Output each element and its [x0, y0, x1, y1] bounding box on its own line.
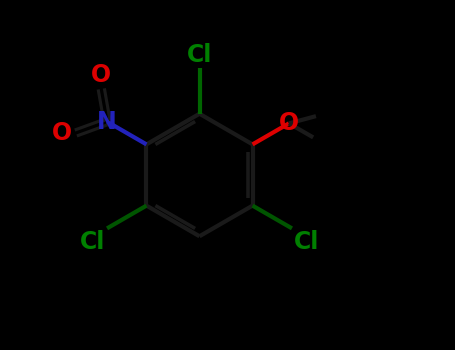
Text: Cl: Cl	[293, 230, 319, 254]
Text: Cl: Cl	[187, 42, 212, 66]
Text: Cl: Cl	[80, 230, 105, 254]
Text: O: O	[51, 121, 71, 145]
Text: O: O	[91, 63, 111, 87]
Text: O: O	[279, 111, 299, 135]
Text: N: N	[97, 110, 117, 134]
